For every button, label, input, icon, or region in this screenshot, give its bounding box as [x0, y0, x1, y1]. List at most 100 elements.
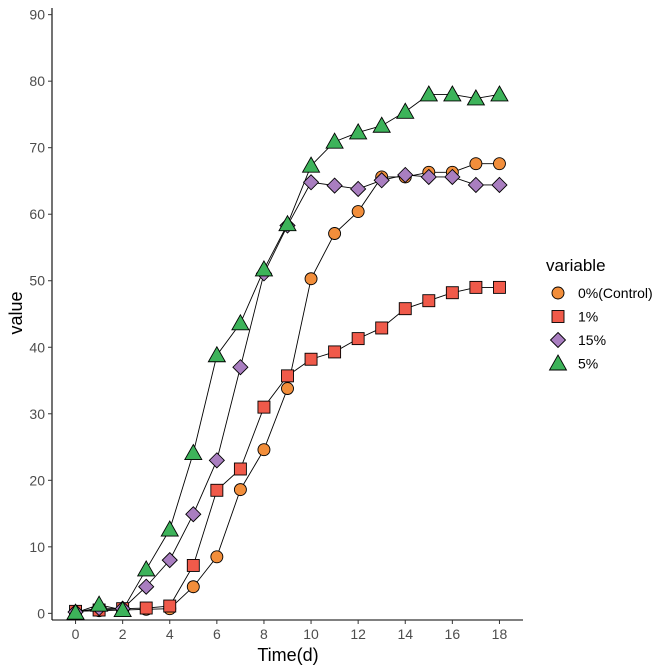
- x-tick-label: 12: [350, 626, 366, 642]
- x-tick-label: 10: [303, 626, 319, 642]
- data-point-circle: [257, 443, 271, 457]
- y-tick-label: 50: [29, 273, 45, 289]
- legend-label: 5%: [578, 356, 598, 372]
- plot-area: [66, 85, 509, 621]
- data-point-diamond: [138, 578, 155, 595]
- data-point-square: [139, 601, 153, 615]
- data-point-diamond: [444, 168, 461, 186]
- data-point-triangle: [490, 85, 509, 102]
- legend-key-circle: [551, 286, 565, 300]
- data-point-triangle: [443, 85, 462, 102]
- x-tick-label: 16: [445, 626, 461, 642]
- y-ticks: 0 10 20 30 40 50 60 70 80 90: [29, 7, 52, 621]
- data-point-triangle: [466, 89, 486, 106]
- y-tick-label: 0: [37, 605, 45, 621]
- data-point-square: [398, 302, 412, 316]
- data-point-circle: [186, 580, 200, 594]
- y-tick-label: 30: [29, 406, 45, 422]
- data-point-circle: [351, 205, 365, 219]
- legend-label: 15%: [578, 332, 606, 348]
- legend-key-diamond: [549, 331, 567, 349]
- legend-key-triangle: [548, 354, 568, 371]
- data-point-circle: [233, 483, 247, 497]
- data-point-triangle: [419, 85, 439, 102]
- legend: variable 0%(Control) 1% 15% 5%: [546, 256, 653, 372]
- series-markers: [66, 85, 509, 621]
- data-point-square: [445, 286, 459, 300]
- y-axis-title: value: [6, 291, 26, 334]
- legend-label: 0%(Control): [578, 285, 653, 301]
- y-tick-label: 90: [29, 7, 45, 23]
- data-point-diamond: [161, 551, 178, 569]
- data-point-triangle: [89, 595, 109, 612]
- data-point-diamond: [350, 180, 367, 198]
- legend-key-square: [551, 310, 565, 323]
- data-point-circle: [493, 157, 506, 171]
- y-tick-label: 60: [29, 206, 45, 222]
- data-point-triangle: [160, 520, 180, 537]
- data-point-circle: [328, 227, 342, 240]
- legend-label: 1%: [578, 309, 598, 325]
- data-point-square: [257, 400, 271, 414]
- data-point-triangle: [278, 214, 297, 232]
- x-tick-label: 14: [397, 626, 413, 642]
- data-point-diamond: [467, 176, 485, 194]
- data-point-circle: [210, 550, 224, 564]
- data-point-square: [233, 462, 247, 476]
- data-point-diamond: [185, 506, 202, 523]
- data-point-triangle: [207, 345, 227, 363]
- data-point-triangle: [113, 600, 132, 617]
- data-point-square: [304, 352, 318, 366]
- data-point-square: [281, 369, 294, 383]
- data-point-diamond: [326, 177, 343, 194]
- x-axis-title: Time(d): [257, 645, 318, 665]
- series-line-1: [75, 286, 500, 612]
- data-point-triangle: [136, 560, 156, 577]
- y-tick-label: 40: [29, 339, 45, 355]
- data-point-diamond: [420, 168, 437, 186]
- data-point-square: [328, 345, 342, 359]
- data-point-diamond: [373, 172, 390, 189]
- data-point-triangle: [348, 122, 368, 140]
- y-tick-label: 80: [29, 73, 45, 89]
- data-point-square: [422, 294, 436, 308]
- y-tick-label: 10: [29, 539, 45, 555]
- data-point-circle: [281, 382, 294, 395]
- data-point-circle: [304, 272, 318, 286]
- legend-items: 0%(Control) 1% 15% 5%: [548, 285, 653, 372]
- axes: 0 10 20 30 40 50 60 70 80 90 0 2 4 6 8 10 12 14 16 18: [29, 7, 523, 642]
- data-point-diamond: [232, 359, 249, 376]
- data-point-diamond: [491, 176, 508, 194]
- y-tick-label: 70: [29, 140, 45, 156]
- data-point-triangle: [395, 102, 415, 119]
- y-tick-label: 20: [29, 472, 45, 488]
- data-point-triangle: [301, 156, 321, 173]
- data-point-diamond: [397, 166, 414, 184]
- data-point-square: [469, 280, 483, 294]
- data-point-triangle: [231, 313, 250, 331]
- data-point-triangle: [372, 116, 391, 133]
- data-point-triangle: [254, 260, 274, 277]
- data-point-square: [351, 332, 365, 346]
- data-point-triangle: [325, 132, 344, 149]
- data-point-square: [493, 280, 506, 294]
- x-tick-label: 18: [492, 626, 508, 642]
- data-point-square: [163, 599, 177, 613]
- data-point-square: [375, 321, 389, 335]
- x-tick-label: 8: [260, 626, 268, 642]
- data-point-triangle: [184, 443, 203, 460]
- data-point-diamond: [208, 452, 225, 469]
- x-tick-label: 6: [213, 626, 221, 642]
- legend-title: variable: [546, 256, 606, 275]
- series-lines: [75, 94, 500, 614]
- x-tick-label: 2: [119, 626, 127, 642]
- data-point-square: [210, 483, 224, 497]
- data-point-diamond: [302, 174, 320, 191]
- x-tick-label: 0: [72, 626, 80, 642]
- x-tick-label: 4: [166, 626, 174, 642]
- x-ticks: 0 2 4 6 8 10 12 14 16 18: [72, 620, 508, 642]
- data-point-circle: [469, 157, 483, 171]
- data-point-square: [186, 559, 200, 572]
- data-point-triangle: [66, 603, 85, 620]
